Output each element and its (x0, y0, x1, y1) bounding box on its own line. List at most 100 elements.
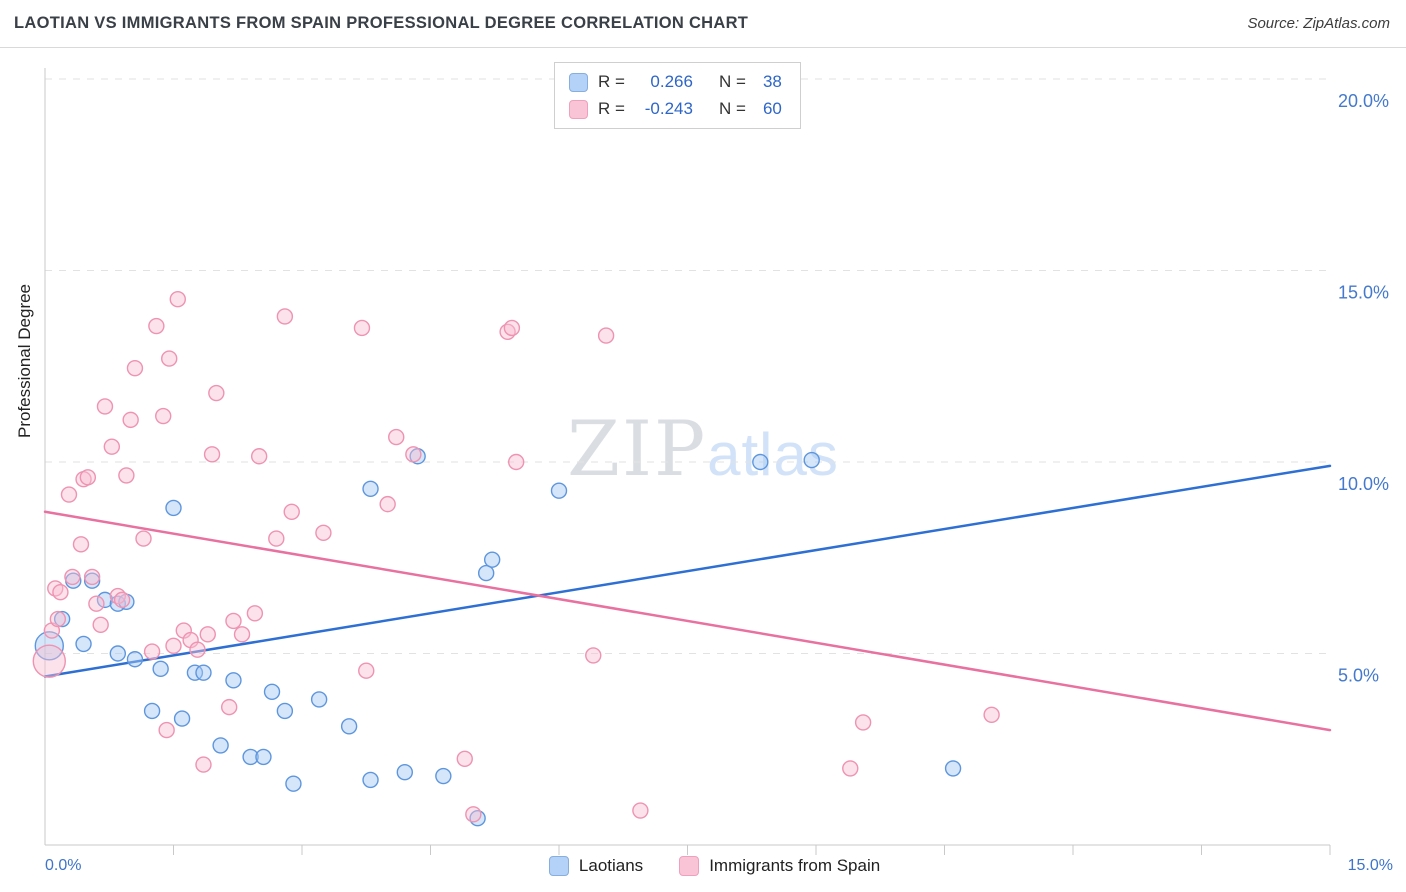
laotians-swatch-icon (548, 856, 569, 876)
data-point-laotians (550, 482, 568, 499)
data-point-immigrants-from-spain (113, 591, 131, 609)
legend-item-label: Immigrants from Spain (709, 856, 881, 875)
data-point-laotians (255, 748, 272, 766)
data-point-immigrants-from-spain (465, 806, 482, 823)
data-point-laotians (96, 591, 114, 609)
data-point-immigrants-from-spain (189, 641, 206, 658)
data-point-laotians (165, 499, 182, 517)
data-point-immigrants-from-spain (103, 438, 121, 455)
legend-item-label: Laotians (578, 856, 644, 875)
data-point-immigrants-from-spain (96, 398, 114, 415)
data-point-immigrants-from-spain (220, 698, 238, 716)
data-point-immigrants-from-spain (158, 721, 175, 739)
data-point-laotians (944, 760, 962, 777)
data-point-immigrants-from-spain (92, 616, 109, 633)
chart-area: ZIPatlas 20.0% 15.0% 10.0% 5.0% Professional… (0, 48, 1406, 892)
data-point-immigrants-from-spain (169, 291, 186, 308)
data-point-immigrants-from-spain (195, 756, 212, 773)
data-point-laotians (362, 771, 379, 789)
data-point-laotians (53, 610, 71, 628)
watermark-zip-text: ZIP (567, 404, 708, 493)
data-point-laotians (109, 645, 127, 662)
data-point-laotians (752, 453, 769, 471)
data-point-laotians (310, 691, 328, 708)
y-tick-label: 10.0% (1338, 474, 1389, 494)
data-point-immigrants-from-spain (143, 643, 161, 660)
data-point-laotians (173, 710, 191, 727)
data-point-immigrants-from-spain (203, 446, 221, 463)
scatter-plot-canvas: 20.0% 15.0% 10.0% 5.0% Professional Degree (15, 68, 1389, 855)
data-point-immigrants-from-spain (161, 350, 178, 367)
spain-swatch-icon (679, 856, 700, 876)
data-point-immigrants-from-spain (842, 760, 859, 777)
data-point-immigrants-from-spain (225, 612, 242, 630)
data-point-immigrants-from-spain (283, 503, 300, 520)
data-point-immigrants-from-spain (358, 662, 375, 679)
data-point-laotians (477, 564, 495, 582)
data-point-immigrants-from-spain (983, 706, 1000, 723)
legend-item-laotians: Laotians (548, 856, 644, 876)
data-point-laotians (435, 767, 452, 785)
data-point-immigrants-from-spain (315, 524, 332, 542)
data-point-immigrants-from-spain (503, 319, 521, 337)
data-point-laotians (195, 664, 212, 681)
trend-line-1 (43, 510, 1332, 732)
laotians-swatch-icon (569, 72, 588, 92)
data-point-laotians (263, 683, 281, 700)
y-tick-label: 15.0% (1338, 283, 1389, 303)
n-label: N = (718, 99, 746, 118)
data-point-immigrants-from-spain (122, 411, 139, 429)
chart-title: LAOTIAN VS IMMIGRANTS FROM SPAIN PROFESS… (14, 14, 749, 32)
data-point-immigrants-from-spain (632, 802, 649, 819)
data-point-laotians (285, 775, 302, 792)
x-min-label: 0.0% (45, 857, 82, 874)
data-point-immigrants-from-spain (155, 407, 172, 425)
y-tick-label: 5.0% (1338, 666, 1379, 686)
y-tick-label: 20.0% (1338, 91, 1389, 111)
data-point-laotians (212, 737, 229, 754)
n-value: 60 (762, 99, 782, 118)
n-value: 38 (762, 72, 782, 91)
spain-swatch-icon (569, 99, 588, 119)
data-point-immigrants-from-spain (597, 327, 615, 344)
legend-row-laotians: R = 0.266 N = 38 (569, 72, 782, 92)
r-label: R = (598, 99, 625, 118)
x-max-label: 15.0% (1347, 857, 1393, 874)
data-point-laotians (126, 651, 144, 668)
data-point-immigrants-from-spain (507, 453, 525, 471)
data-point-immigrants-from-spain (126, 359, 144, 377)
data-point-laotians (340, 718, 358, 735)
data-point-immigrants-from-spain (405, 446, 422, 463)
data-point-laotians (143, 702, 161, 720)
y-axis-title: Professional Degree (15, 284, 34, 438)
data-point-immigrants-from-spain (233, 626, 251, 643)
data-point-immigrants-from-spain (388, 428, 405, 446)
trend-line-0 (43, 464, 1332, 678)
data-point-laotians (225, 672, 242, 689)
data-point-immigrants-from-spain (52, 584, 69, 601)
data-point-immigrants-from-spain (585, 647, 602, 664)
data-point-immigrants-from-spain (353, 319, 371, 337)
data-point-immigrants-from-spain (83, 568, 101, 586)
data-point-immigrants-from-spain (854, 714, 872, 731)
data-point-immigrants-from-spain (64, 568, 81, 586)
r-value: 0.266 (650, 72, 693, 91)
legend-item-immigrants-from-spain: Immigrants from Spain (679, 856, 880, 876)
data-point-laotians (242, 748, 259, 766)
data-point-laotians (803, 451, 820, 469)
data-point-immigrants-from-spain (268, 530, 285, 547)
data-point-laotians (186, 664, 204, 681)
data-point-laotians (362, 480, 379, 498)
data-point-immigrants-from-spain (49, 610, 67, 628)
data-point-immigrants-from-spain (118, 467, 135, 484)
data-point-immigrants-from-spain (72, 536, 90, 553)
data-point-laotians (152, 660, 169, 678)
data-point-immigrants-from-spain (250, 448, 268, 465)
data-point-immigrants-from-spain (456, 750, 473, 768)
data-point-laotians (483, 551, 501, 568)
r-value: -0.243 (644, 99, 693, 118)
data-point-immigrants-from-spain (148, 317, 165, 335)
correlation-legend: R = 0.266 N = 38 R = -0.243 N = 60 (554, 62, 801, 129)
chart-header: LAOTIAN VS IMMIGRANTS FROM SPAIN PROFESS… (0, 0, 1406, 48)
